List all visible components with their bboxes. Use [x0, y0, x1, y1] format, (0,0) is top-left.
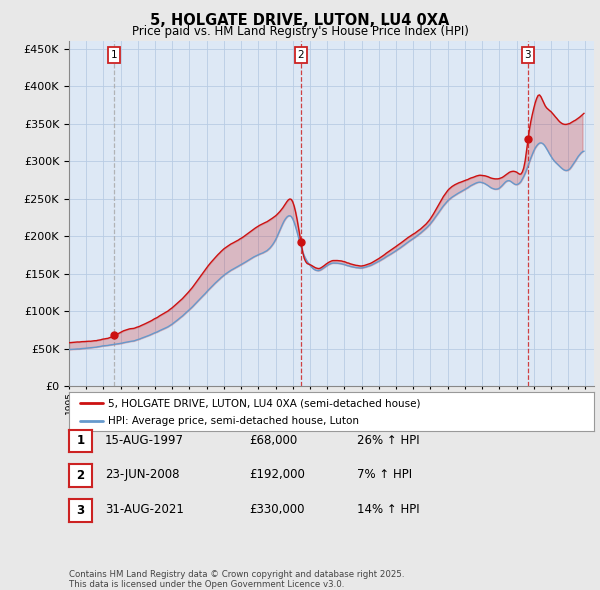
Text: 7% ↑ HPI: 7% ↑ HPI [357, 468, 412, 481]
Text: 5, HOLGATE DRIVE, LUTON, LU4 0XA (semi-detached house): 5, HOLGATE DRIVE, LUTON, LU4 0XA (semi-d… [109, 398, 421, 408]
Text: 15-AUG-1997: 15-AUG-1997 [105, 434, 184, 447]
Text: 1: 1 [111, 50, 118, 60]
Text: 3: 3 [524, 50, 531, 60]
Text: 1: 1 [76, 434, 85, 447]
Text: 5, HOLGATE DRIVE, LUTON, LU4 0XA: 5, HOLGATE DRIVE, LUTON, LU4 0XA [151, 13, 449, 28]
Text: 2: 2 [76, 469, 85, 482]
Text: Price paid vs. HM Land Registry's House Price Index (HPI): Price paid vs. HM Land Registry's House … [131, 25, 469, 38]
Text: £192,000: £192,000 [249, 468, 305, 481]
Text: 26% ↑ HPI: 26% ↑ HPI [357, 434, 419, 447]
Text: 14% ↑ HPI: 14% ↑ HPI [357, 503, 419, 516]
Text: £330,000: £330,000 [249, 503, 305, 516]
Text: 2: 2 [298, 50, 304, 60]
Text: HPI: Average price, semi-detached house, Luton: HPI: Average price, semi-detached house,… [109, 416, 359, 426]
Text: 3: 3 [76, 504, 85, 517]
Text: Contains HM Land Registry data © Crown copyright and database right 2025.
This d: Contains HM Land Registry data © Crown c… [69, 570, 404, 589]
Text: 23-JUN-2008: 23-JUN-2008 [105, 468, 179, 481]
Text: 31-AUG-2021: 31-AUG-2021 [105, 503, 184, 516]
Text: £68,000: £68,000 [249, 434, 297, 447]
